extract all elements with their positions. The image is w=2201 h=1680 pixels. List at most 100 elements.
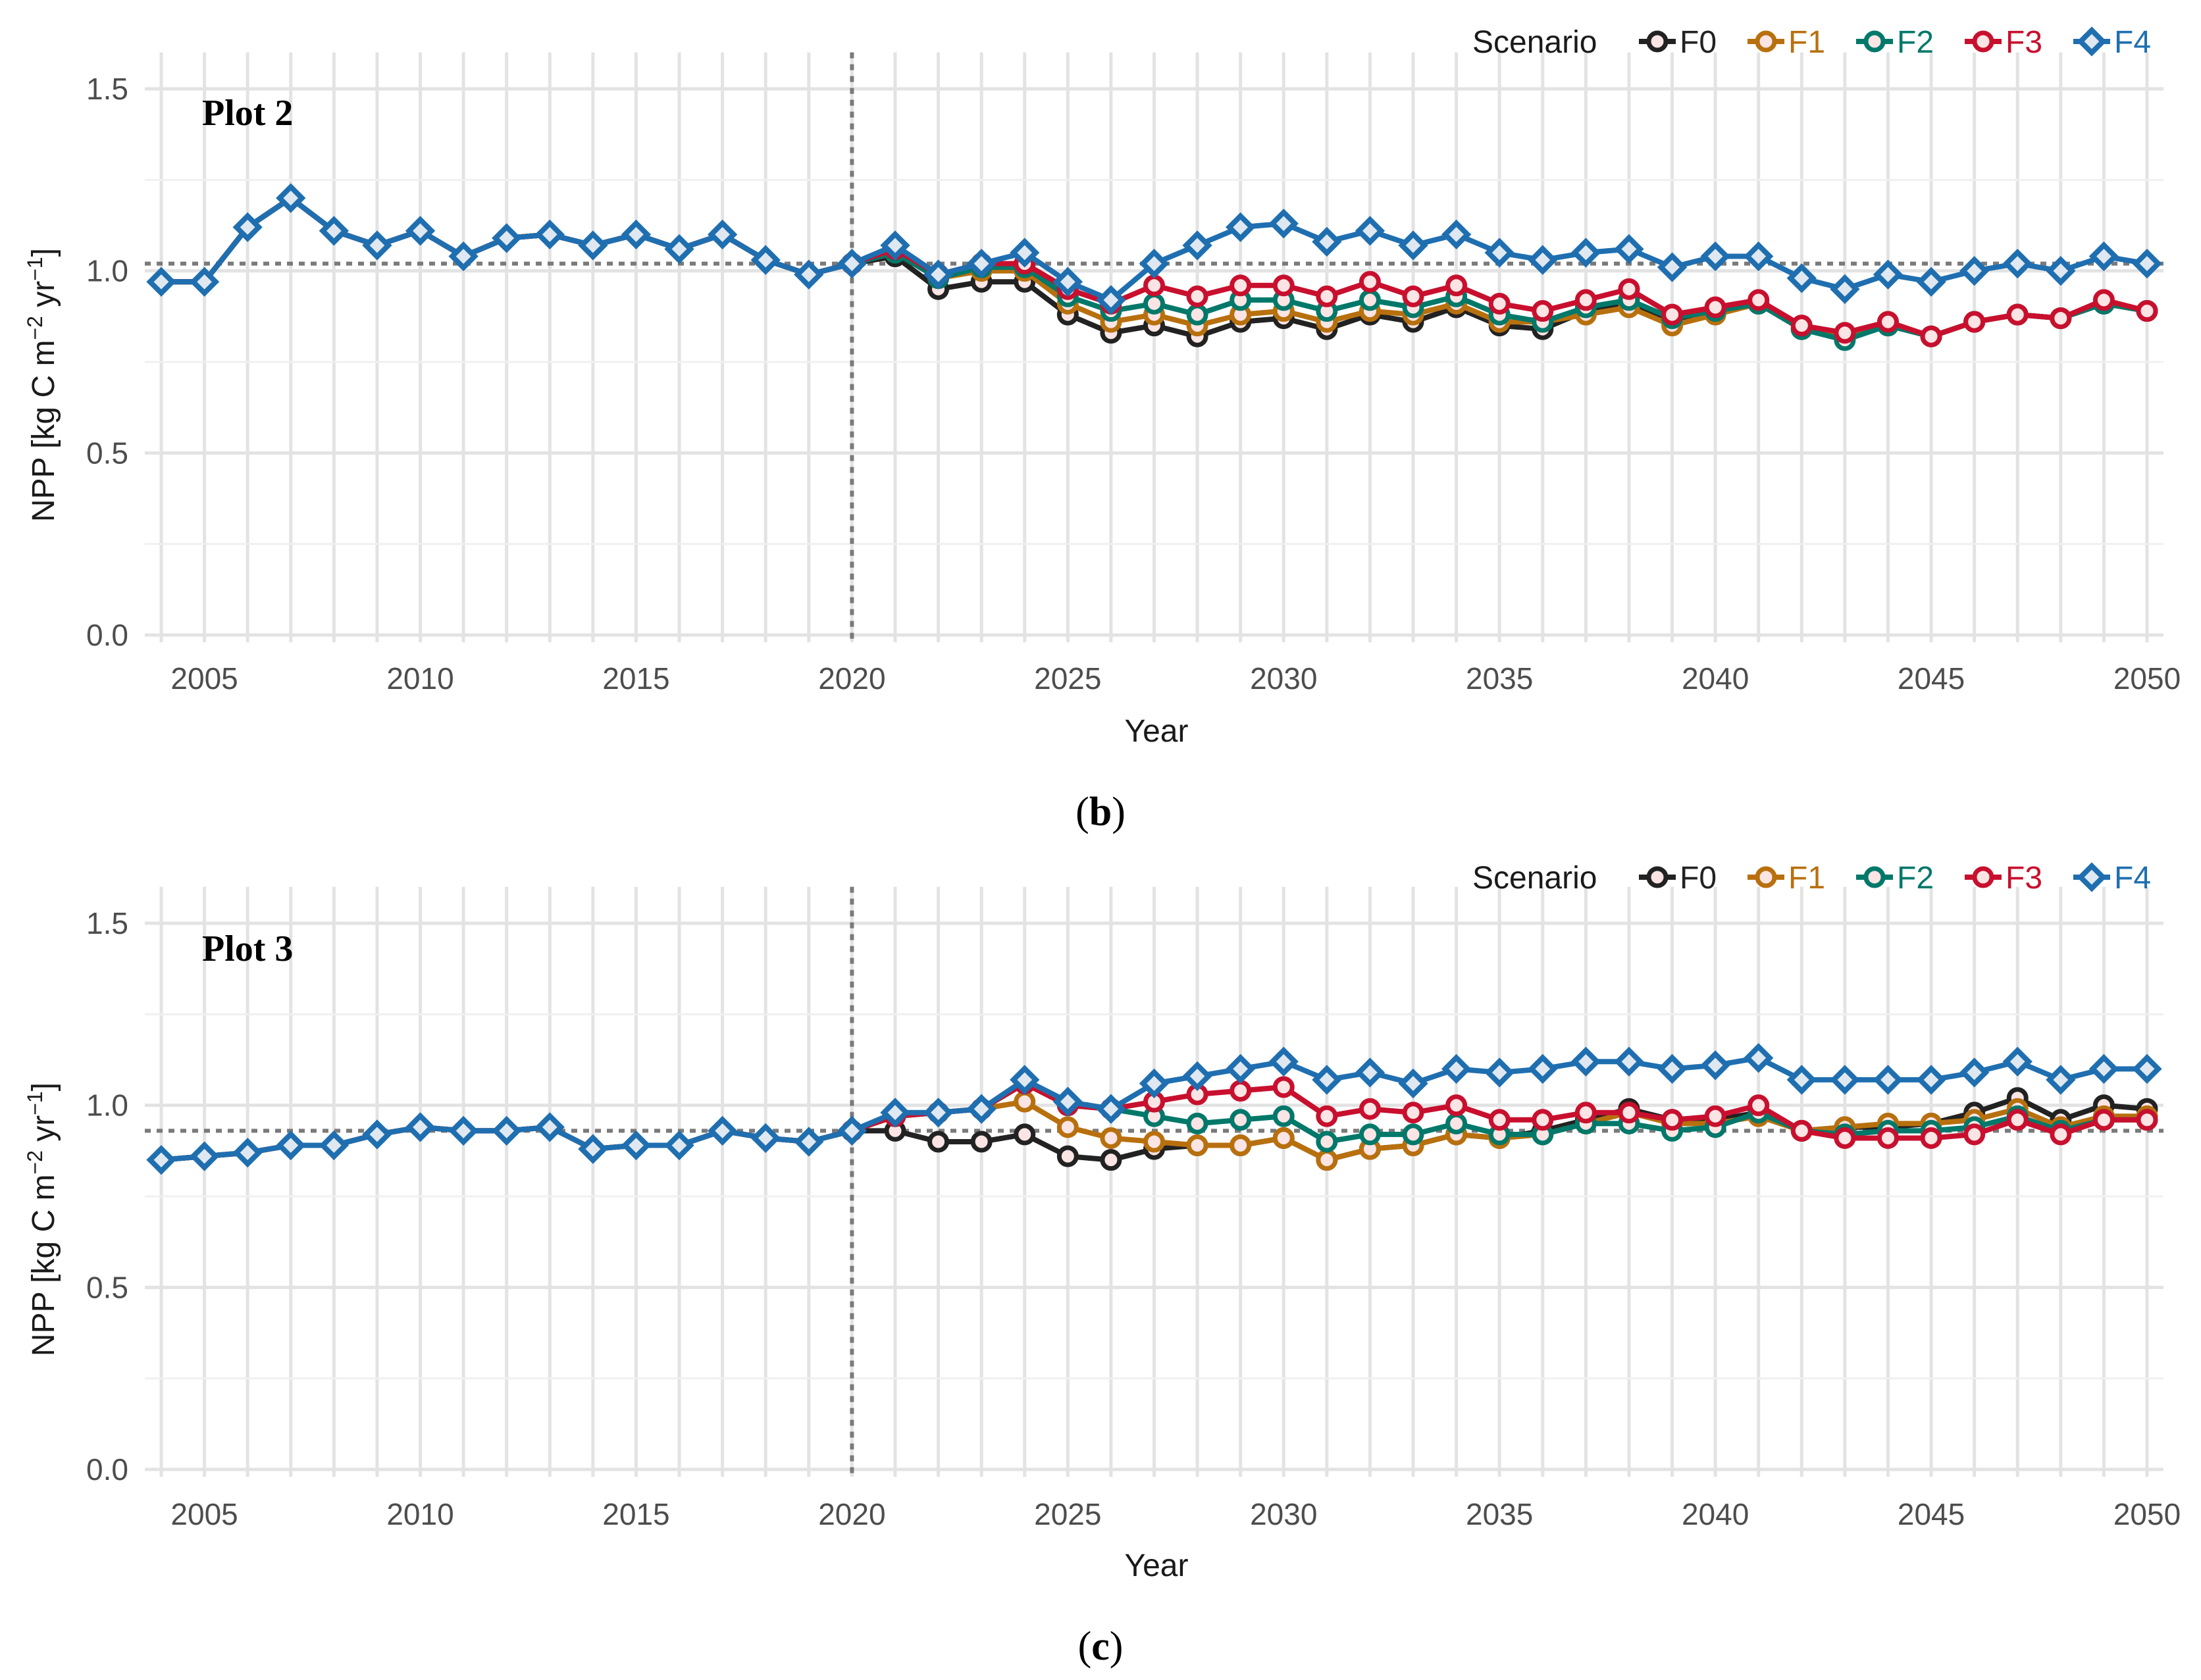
data-point-F4 xyxy=(1744,241,1774,272)
data-point-F4 xyxy=(1312,226,1342,257)
panel-c-plot-label: Plot 3 xyxy=(202,929,293,969)
data-point-F3 xyxy=(1920,1127,1942,1149)
x-tick-label: 2030 xyxy=(1250,1497,1317,1531)
data-point-F4 xyxy=(448,241,479,272)
data-point-F4 xyxy=(1398,230,1428,261)
data-point-F1 xyxy=(1272,1127,1295,1149)
data-point-F4 xyxy=(966,248,997,279)
panel-c: 0.0 0.5 1.0 1.5 2005 2010 2015 2020 2025 2030 203… xyxy=(23,861,2181,1669)
data-point-F4 xyxy=(621,1130,652,1161)
panel-b-y-ticks: 0.0 0.5 1.0 1.5 xyxy=(86,72,128,652)
data-point-F4 xyxy=(837,248,867,279)
legend-key-marker-F3 xyxy=(1972,866,1994,888)
legend-key-marker-F0 xyxy=(1646,866,1669,888)
panel-b: 0.0 0.5 1.0 1.5 2005 2010 2015 2020 2025 2030 203… xyxy=(23,25,2181,834)
data-point-F0 xyxy=(970,1131,993,1153)
legend-label-F3: F3 xyxy=(2006,25,2042,60)
y-label-mid: yr xyxy=(26,281,61,316)
data-point-F3 xyxy=(1230,274,1252,297)
data-point-F4 xyxy=(492,1115,522,1146)
data-point-F4 xyxy=(794,1127,824,1157)
data-point-F3 xyxy=(2136,300,2158,322)
data-point-F4 xyxy=(1096,1094,1126,1124)
y-tick-label: 0.5 xyxy=(86,436,128,470)
data-point-F4 xyxy=(1441,219,1472,249)
x-tick-label: 2050 xyxy=(2113,1497,2181,1531)
data-point-F1 xyxy=(1056,1116,1079,1138)
caption-open: ( xyxy=(1075,790,1089,834)
data-point-F4 xyxy=(276,183,306,213)
data-point-F4 xyxy=(405,216,436,246)
data-point-F4 xyxy=(1830,274,1860,304)
data-point-F3 xyxy=(1574,1102,1597,1124)
panel-b-x-axis-label: Year xyxy=(1125,714,1189,749)
data-point-F1 xyxy=(1316,1149,1338,1171)
data-point-F2 xyxy=(1186,1112,1208,1134)
data-point-F4 xyxy=(707,219,738,249)
data-point-F3 xyxy=(1272,1076,1295,1098)
data-point-F4 xyxy=(1398,1068,1428,1099)
y-label-mid: yr xyxy=(26,1115,61,1150)
data-point-F4 xyxy=(1528,245,1558,275)
data-point-F4 xyxy=(1959,256,1990,286)
y-label-main: NPP [kg C m xyxy=(26,340,61,522)
data-point-F4 xyxy=(232,1137,263,1168)
caption-close: ) xyxy=(1110,1624,1124,1669)
data-point-F4 xyxy=(2088,1054,2119,1084)
x-tick-label: 2045 xyxy=(1898,661,1965,696)
y-tick-label: 0.0 xyxy=(86,618,128,652)
data-point-F4 xyxy=(1528,1054,1558,1084)
data-point-F3 xyxy=(1748,289,1770,311)
panel-c-x-axis-label: Year xyxy=(1125,1548,1189,1583)
data-point-F4 xyxy=(492,223,522,253)
legend-key-marker-F1 xyxy=(1755,30,1777,53)
data-point-F3 xyxy=(1963,311,1986,333)
data-point-F3 xyxy=(1230,1080,1252,1102)
data-point-F4 xyxy=(1182,1061,1212,1092)
data-point-F4 xyxy=(1010,1065,1040,1095)
data-point-F4 xyxy=(1355,1057,1385,1088)
data-point-F3 xyxy=(1790,1119,1813,1142)
data-point-F3 xyxy=(1143,274,1165,297)
data-point-F4 xyxy=(837,1115,867,1146)
x-tick-label: 2005 xyxy=(170,1497,238,1531)
data-point-F1 xyxy=(1186,1134,1208,1157)
data-point-F4 xyxy=(1441,1054,1472,1084)
data-point-F4 xyxy=(146,1145,176,1175)
data-point-F3 xyxy=(1661,303,1684,326)
legend-key-marker-F2 xyxy=(1863,866,1886,888)
data-point-F4 xyxy=(362,1119,392,1150)
data-point-F3 xyxy=(1877,311,1899,333)
data-point-F4 xyxy=(1873,259,1903,290)
panel-b-x-ticks: 2005 2010 2015 2020 2025 2030 2035 2040 2045 2050 xyxy=(170,661,2181,696)
caption-close: ) xyxy=(1112,790,1126,834)
data-point-F3 xyxy=(1402,1102,1424,1124)
data-point-F3 xyxy=(1445,274,1468,297)
legend-key-marker-F1 xyxy=(1755,866,1777,888)
data-point-F3 xyxy=(2092,1109,2115,1131)
data-point-F0 xyxy=(1014,1123,1036,1146)
data-point-F4 xyxy=(707,1115,738,1146)
data-point-F3 xyxy=(2050,307,2072,330)
data-point-F4 xyxy=(2132,1054,2162,1084)
panel-b-plot-label: Plot 2 xyxy=(202,93,293,134)
data-point-F4 xyxy=(1744,1043,1774,1073)
panel-c-legend: Scenario F0 F1 F2 F3 F4 xyxy=(1472,861,2151,896)
legend-label-F2: F2 xyxy=(1897,861,1934,896)
data-point-F3 xyxy=(1445,1094,1468,1117)
panel-c-y-axis-label: NPP [kg C m−2 yr−1] xyxy=(23,1082,61,1356)
data-point-F3 xyxy=(1618,1102,1640,1124)
data-point-F3 xyxy=(1186,285,1208,307)
data-point-F4 xyxy=(1010,238,1040,268)
data-point-F4 xyxy=(664,1130,694,1161)
panel-c-caption: (c) xyxy=(1078,1624,1124,1669)
series-F4 xyxy=(146,183,2162,315)
data-point-F4 xyxy=(1139,248,1170,279)
data-point-F4 xyxy=(1873,1065,1903,1095)
data-point-F3 xyxy=(1920,325,1942,347)
data-point-F4 xyxy=(1484,238,1515,268)
data-point-F4 xyxy=(1786,1065,1817,1095)
data-point-F0 xyxy=(1056,1145,1079,1167)
data-point-F4 xyxy=(534,1112,565,1142)
y-label-main: NPP [kg C m xyxy=(26,1175,61,1357)
